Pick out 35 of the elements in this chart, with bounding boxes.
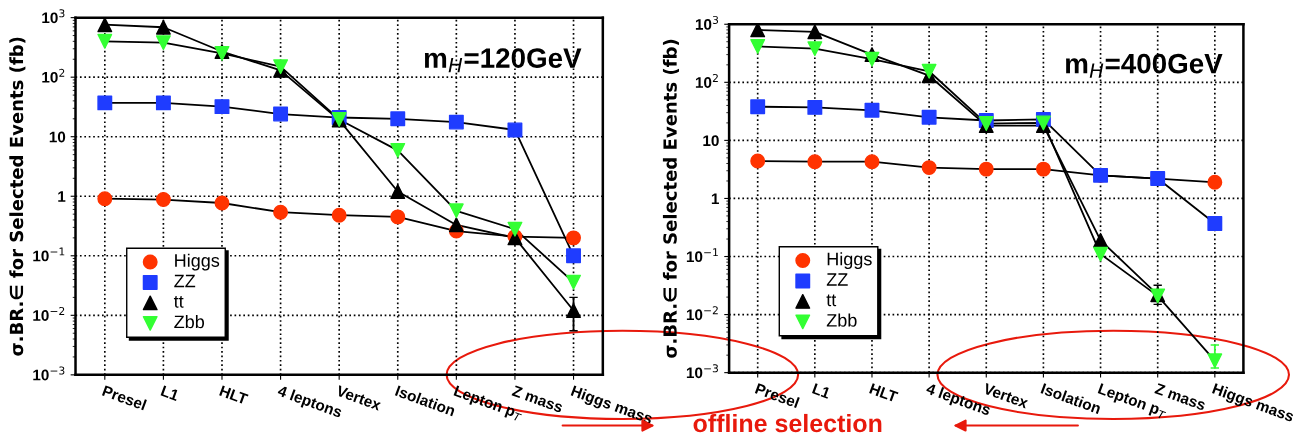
x-tick-label: L1 bbox=[812, 383, 831, 399]
y-tick-label: 10 bbox=[49, 131, 66, 143]
y-tick-label: 10 bbox=[703, 135, 719, 147]
x-tick-label: Higgs mass bbox=[1210, 382, 1295, 425]
annotation: m$_{H}$=400GeV bbox=[1066, 53, 1223, 78]
y-tick-label: 1 bbox=[711, 193, 719, 204]
legend-label: Zbb bbox=[826, 313, 857, 327]
legend-label: Zbb bbox=[174, 315, 205, 329]
legend-label: ZZ bbox=[826, 273, 848, 286]
legend-label: Higgs bbox=[175, 253, 220, 271]
x-tick-label: HLT bbox=[219, 385, 249, 405]
y-tick-label: 10$^{−2}$ bbox=[33, 306, 65, 321]
x-tick-label: Presel bbox=[101, 384, 147, 411]
x-tick-label: Presel bbox=[754, 382, 800, 409]
text: offline selection bbox=[693, 413, 882, 433]
legend-label: tt bbox=[173, 295, 184, 308]
legend-label: Higgs bbox=[827, 252, 872, 269]
y-tick-label: 10$^{2}$ bbox=[695, 73, 718, 88]
x-tick-label: L1 bbox=[160, 385, 180, 401]
annotation: m$_{H}$=120GeV bbox=[424, 48, 582, 73]
y-tick-label: 10$^{−2}$ bbox=[686, 306, 718, 321]
y-tick-label: 10$^{−3}$ bbox=[33, 366, 65, 381]
y-tick-label: 1 bbox=[58, 191, 66, 202]
legend-label: tt bbox=[826, 294, 837, 307]
y-tick-label: 10$^{−1}$ bbox=[686, 248, 718, 263]
y-tick-label: 10$^{−3}$ bbox=[686, 364, 718, 379]
legend-label: ZZ bbox=[174, 274, 196, 288]
y-tick-label: 10$^{3}$ bbox=[42, 9, 65, 24]
y-tick-label: 10$^{−1}$ bbox=[33, 247, 65, 262]
y-tick-label: 10$^{2}$ bbox=[42, 68, 65, 83]
x-tick-label: HLT bbox=[869, 383, 899, 403]
y-axis-title: σ.BR.∈ for Selected Events (fb) bbox=[9, 37, 26, 356]
y-tick-label: 10$^{3}$ bbox=[695, 15, 719, 30]
x-tick-label: Higgs mass bbox=[569, 384, 654, 428]
y-axis-title: σ.BR.∈ for Selected Events (fb) bbox=[662, 39, 680, 358]
